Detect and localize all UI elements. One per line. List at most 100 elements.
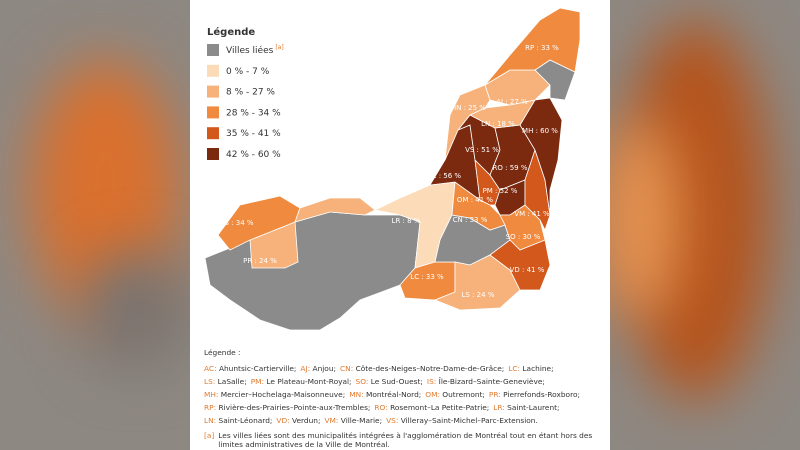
legend-swatch [207, 64, 219, 77]
panel: RP : 33 % AJ : 27 % MN : 25 % LN : 18 % … [190, 0, 610, 450]
abbreviation-entry: LC: Lachine; [508, 364, 553, 373]
legend-label: 35 % - 41 % [226, 129, 281, 139]
notes-line: LS: LaSalle; PM: Le Plateau-Mont-Royal; SO… [204, 375, 604, 388]
legend-item-label: 35 % - 41 % [226, 129, 281, 139]
abbreviation-code: LC: [508, 364, 521, 373]
legend-item-label: Villes liées [226, 45, 274, 56]
region-labels: RP : 33 % AJ : 27 % MN : 25 % LN : 18 % … [222, 44, 559, 299]
abbreviation-code: RP: [204, 403, 217, 412]
abbreviation-name: Rivière-des-Prairies–Pointe-aux-Trembles… [218, 403, 371, 412]
region-label: LR : 8 % [392, 217, 421, 225]
abbreviation-code: RO: [374, 403, 388, 412]
abbreviation-entry: MN: Montréal-Nord; [349, 390, 421, 399]
region-label: LC : 33 % [410, 273, 444, 281]
abbreviation-entry: RP: Rivière-des-Prairies–Pointe-aux-Trem… [204, 403, 370, 412]
region-label: PM : 52 % [483, 187, 518, 195]
abbreviation-code: VD: [276, 416, 290, 425]
legend-item-label: 42 % - 60 % [226, 150, 281, 160]
footnote: [a] Les villes liées sont des municipalit… [204, 431, 604, 449]
abbreviation-entry: LS: LaSalle; [204, 377, 247, 386]
region-label: MN : 25 % [450, 104, 486, 112]
region-label: LN : 18 % [481, 120, 515, 128]
legend-item-label: 0 % - 7 % [226, 66, 270, 76]
region-label: AC : 56 % [427, 172, 461, 180]
abbreviation-code: SO: [355, 377, 369, 386]
legend-swatch [207, 148, 219, 160]
abbreviation-code: VM: [324, 416, 339, 425]
abbreviation-code: AC: [204, 364, 217, 373]
abbreviation-name: Saint-Léonard; [218, 416, 273, 425]
region-pr2 [294, 197, 376, 223]
notes-title: Légende : [204, 348, 241, 357]
abbreviation-name: Île-Bizard–Sainte-Geneviève; [438, 377, 545, 386]
abbreviation-code: PR: [488, 390, 501, 399]
abbreviation-entry: LN: Saint-Léonard; [204, 416, 272, 425]
abbreviation-name: Côte-des-Neiges–Notre-Dame-de-Grâce; [355, 364, 505, 373]
legend-label: 42 % - 60 % [226, 150, 281, 160]
abbreviation-name: Lachine; [522, 364, 554, 373]
abbreviation-code: PM: [250, 377, 265, 386]
region-label: RO : 59 % [493, 164, 528, 172]
region-label: AJ : 27 % [496, 98, 528, 106]
abbreviation-name: Outremont; [442, 390, 485, 399]
map-regions [204, 7, 581, 331]
abbreviation-entry: CN: Côte-des-Neiges–Notre-Dame-de-Grâce; [340, 364, 504, 373]
abbreviation-name: Ville-Marie; [340, 416, 383, 425]
abbreviation-name: Le Sud-Ouest; [370, 377, 423, 386]
region-label: IS : 34 % [222, 219, 253, 227]
notes-line: AC: Ahuntsic-Cartierville; AJ: Anjou; CN: … [204, 362, 604, 375]
legend-note: [a] [275, 44, 283, 51]
region-label: VD : 41 % [510, 266, 545, 274]
abbreviation-code: LR: [493, 403, 505, 412]
notes-line: LN: Saint-Léonard; VD: Verdun; VM: Ville-M… [204, 414, 604, 427]
region-label: CN : 33 % [453, 216, 488, 224]
notes-line: MH: Mercier–Hochelaga-Maisonneuve; MN: Mo… [204, 388, 604, 401]
abbreviation-code: OM: [425, 390, 440, 399]
legend-swatch [207, 44, 219, 56]
abbreviation-name: Verdun; [292, 416, 321, 425]
abbreviation-entry: MH: Mercier–Hochelaga-Maisonneuve; [204, 390, 345, 399]
abbreviation-entry: AC: Ahuntsic-Cartierville; [204, 364, 296, 373]
region-label: MH : 60 % [522, 127, 558, 135]
abbreviation-entry: VM: Ville-Marie; [325, 416, 383, 425]
legend-label: 0 % - 7 % [226, 66, 270, 76]
region-rp [484, 7, 581, 86]
abbreviation-name: Rosemont–La Petite-Patrie; [390, 403, 490, 412]
legend-swatch [207, 127, 219, 140]
abbreviation-name: Ahuntsic-Cartierville; [218, 364, 297, 373]
abbreviation-entry: VD: Verdun; [276, 416, 320, 425]
abbreviation-name: Mercier–Hochelaga-Maisonneuve; [220, 390, 346, 399]
abbreviation-code: AJ: [300, 364, 311, 373]
legend: Légende Villes liées [a] 0 % - 7 % 8 % - 27… [207, 26, 284, 160]
abbreviation-entry: LR: Saint-Laurent; [493, 403, 559, 412]
footnote-text: Les villes liées sont des municipalités … [218, 431, 593, 449]
abbreviation-name: Pierrefonds-Roxboro; [503, 390, 580, 399]
abbreviation-entry: VS: Villeray–Saint-Michel–Parc-Extension… [386, 416, 538, 425]
abbreviation-code: MN: [349, 390, 364, 399]
abbreviation-entry: PR: Pierrefonds-Roxboro; [489, 390, 580, 399]
legend-title: Légende [207, 26, 255, 38]
abbreviation-entry: SO: Le Sud-Ouest; [356, 377, 423, 386]
abbreviation-code: CN: [340, 364, 354, 373]
region-label: OM : 41 % [457, 196, 493, 204]
region-label: PR : 24 % [243, 257, 277, 265]
region-label: LS : 24 % [462, 291, 495, 299]
abbreviation-name: Montréal-Nord; [365, 390, 422, 399]
region-label: SO : 30 % [506, 233, 541, 241]
region-label: VS : 51 % [465, 146, 499, 154]
abbreviation-code: IS: [426, 377, 437, 386]
region-vd [489, 239, 551, 291]
abbreviation-entry: RO: Rosemont–La Petite-Patrie; [374, 403, 489, 412]
region-label: RP : 33 % [525, 44, 559, 52]
abbreviation-name: LaSalle; [217, 377, 247, 386]
legend-item-label: 28 % - 34 % [226, 108, 281, 118]
abbreviation-entry: AJ: Anjou; [300, 364, 336, 373]
legend-swatch [207, 85, 219, 98]
legend-label: 8 % - 27 % [226, 87, 275, 97]
abbreviation-code: LN: [204, 416, 217, 425]
abbreviation-entry: OM: Outremont; [425, 390, 485, 399]
legend-label: Villes liées [a] [226, 44, 284, 56]
abbreviation-notes: Légende : AC: Ahuntsic-Cartierville; AJ: … [204, 346, 604, 449]
region-mh [519, 97, 563, 216]
map: RP : 33 % AJ : 27 % MN : 25 % LN : 18 % … [204, 7, 581, 331]
